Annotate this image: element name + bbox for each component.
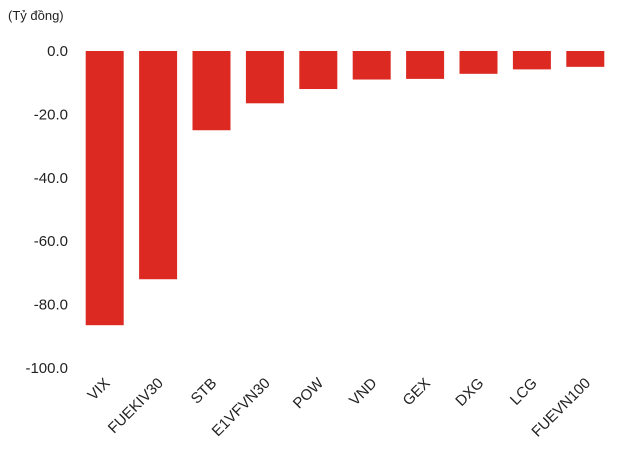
bar-pow xyxy=(299,51,338,90)
bars xyxy=(85,51,605,326)
bar-e1vfvn30 xyxy=(245,51,284,104)
x-tick-label: VIX xyxy=(84,375,113,404)
bar-fuevn100 xyxy=(566,51,605,67)
x-tick-label: E1VFVN30 xyxy=(209,375,274,440)
y-tick-label: -100.0 xyxy=(25,360,68,377)
bar-gex xyxy=(406,51,445,79)
x-tick-label: POW xyxy=(290,374,328,412)
bar-stb xyxy=(192,51,231,131)
y-tick-label: 0.0 xyxy=(47,43,68,60)
bar-lcg xyxy=(512,51,551,70)
y-tick-label: -20.0 xyxy=(34,106,68,123)
x-tick-label: GEX xyxy=(400,375,434,409)
x-tick-label: FUEKIV30 xyxy=(105,375,167,437)
y-tick-label: -40.0 xyxy=(34,170,68,187)
bar-fuekiv30 xyxy=(139,51,178,280)
y-tick-label: -80.0 xyxy=(34,297,68,314)
x-tick-label: DXG xyxy=(452,375,487,410)
y-tick-label: -60.0 xyxy=(34,233,68,250)
bar-vnd xyxy=(352,51,391,80)
unit-label: (Tỷ đồng) xyxy=(8,8,64,23)
x-tick-label: VND xyxy=(346,375,381,410)
bar-dxg xyxy=(459,51,498,74)
bar-vix xyxy=(85,51,124,326)
x-tick-label: STB xyxy=(188,375,221,408)
y-axis: 0.0 -20.0 -40.0 -60.0 -80.0 -100.0 xyxy=(25,43,68,377)
x-tick-label: LCG xyxy=(507,375,541,409)
